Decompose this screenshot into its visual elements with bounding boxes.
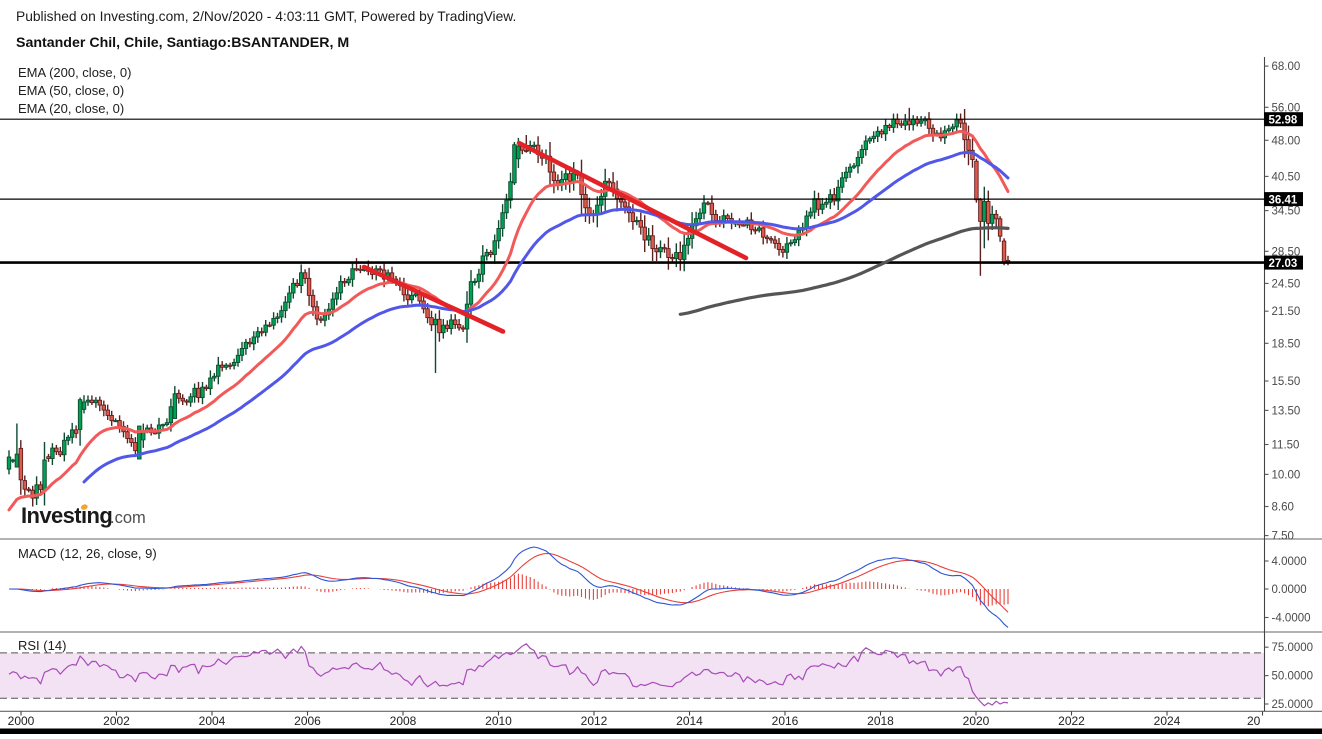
svg-text:0.0000: 0.0000 [1272, 584, 1307, 596]
svg-text:2008: 2008 [390, 714, 417, 728]
svg-text:28.50: 28.50 [1272, 246, 1301, 258]
svg-text:EMA (50, close, 0): EMA (50, close, 0) [18, 83, 124, 98]
svg-text:36.41: 36.41 [1269, 194, 1298, 206]
svg-text:11.50: 11.50 [1272, 440, 1300, 452]
svg-text:2002: 2002 [103, 714, 130, 728]
svg-text:24.50: 24.50 [1272, 278, 1301, 290]
svg-text:EMA (20, close, 0): EMA (20, close, 0) [18, 101, 124, 116]
svg-text:2018: 2018 [867, 714, 894, 728]
svg-text:Published on Investing.com, 2/: Published on Investing.com, 2/Nov/2020 -… [16, 9, 516, 24]
svg-text:7.50: 7.50 [1272, 531, 1294, 543]
svg-text:2006: 2006 [294, 714, 321, 728]
svg-text:2022: 2022 [1058, 714, 1085, 728]
svg-text:MACD (12, 26, close, 9): MACD (12, 26, close, 9) [18, 546, 157, 561]
svg-text:40.50: 40.50 [1272, 171, 1301, 183]
svg-text:21.50: 21.50 [1272, 306, 1301, 318]
svg-text:68.00: 68.00 [1272, 61, 1301, 73]
svg-text:2000: 2000 [8, 714, 35, 728]
svg-text:20: 20 [1247, 714, 1261, 728]
svg-text:2016: 2016 [772, 714, 799, 728]
svg-text:48.00: 48.00 [1272, 135, 1301, 147]
svg-text:8.60: 8.60 [1272, 502, 1294, 514]
svg-text:50.0000: 50.0000 [1272, 671, 1314, 683]
svg-text:2004: 2004 [199, 714, 226, 728]
svg-text:2020: 2020 [963, 714, 990, 728]
svg-text:2014: 2014 [676, 714, 703, 728]
svg-text:RSI (14): RSI (14) [18, 638, 66, 653]
svg-text:15.50: 15.50 [1272, 376, 1301, 388]
svg-text:Investing: Investing [21, 503, 112, 528]
svg-text:25.0000: 25.0000 [1272, 699, 1314, 711]
svg-text:EMA (200, close, 0): EMA (200, close, 0) [18, 65, 131, 80]
svg-text:2012: 2012 [581, 714, 608, 728]
svg-text:-4.0000: -4.0000 [1272, 613, 1311, 625]
svg-text:75.0000: 75.0000 [1272, 642, 1314, 654]
svg-text:56.00: 56.00 [1272, 102, 1301, 114]
svg-text:10.00: 10.00 [1272, 469, 1301, 481]
svg-text:Santander Chil, Chile, Santiag: Santander Chil, Chile, Santiago:BSANTAND… [16, 35, 349, 51]
svg-text:52.98: 52.98 [1269, 114, 1298, 126]
svg-text:.com: .com [110, 509, 146, 527]
svg-text:34.50: 34.50 [1272, 206, 1301, 218]
svg-text:2024: 2024 [1154, 714, 1181, 728]
svg-text:4.0000: 4.0000 [1272, 556, 1307, 568]
svg-text:27.03: 27.03 [1269, 258, 1298, 270]
svg-text:2010: 2010 [485, 714, 512, 728]
svg-text:13.50: 13.50 [1272, 405, 1301, 417]
svg-text:18.50: 18.50 [1272, 338, 1301, 350]
